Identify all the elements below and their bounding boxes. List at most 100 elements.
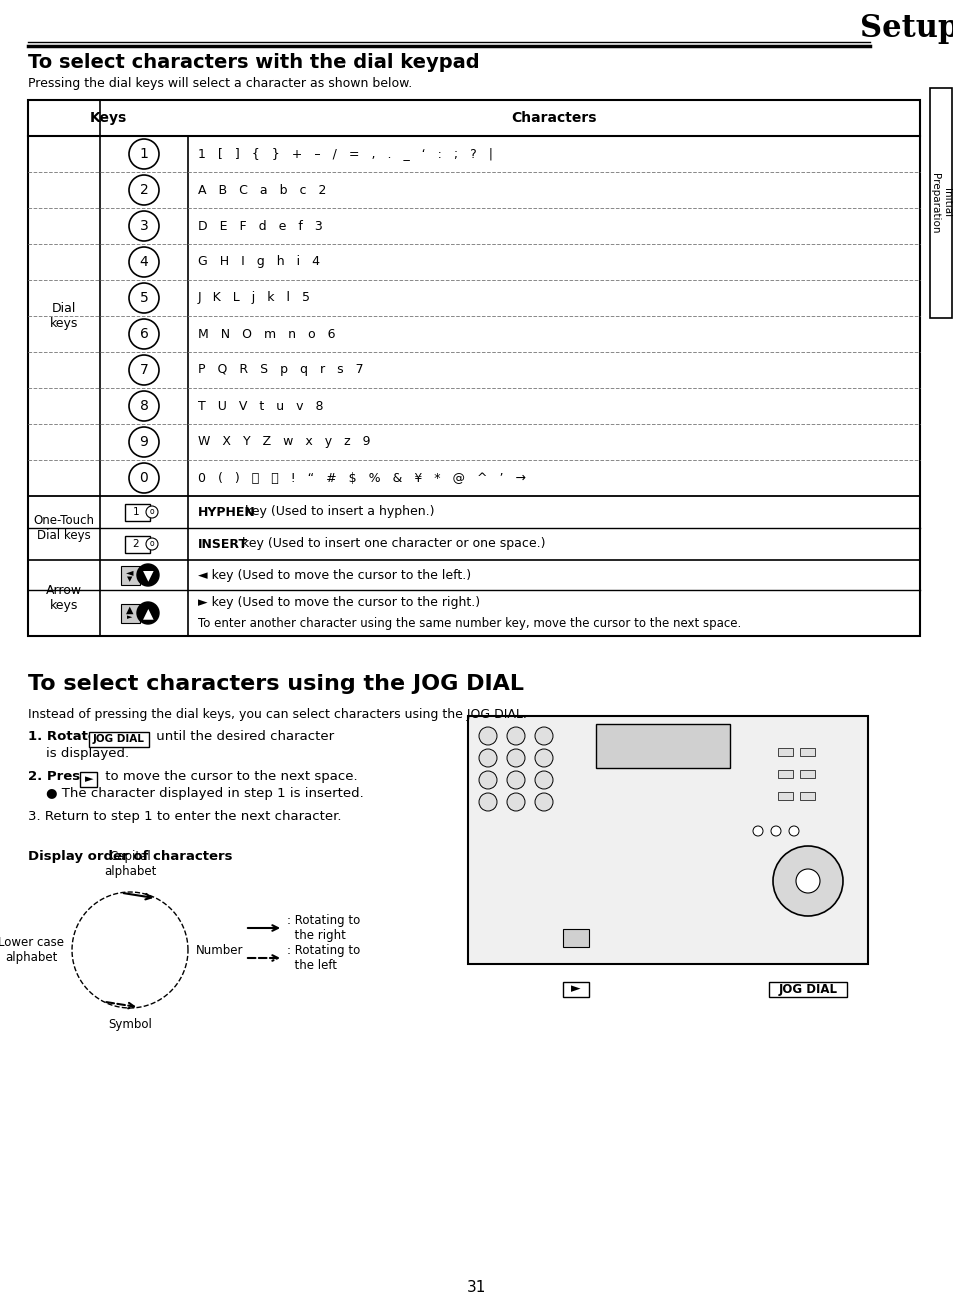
FancyBboxPatch shape bbox=[468, 717, 867, 964]
Circle shape bbox=[478, 727, 497, 745]
Text: ►: ► bbox=[127, 614, 132, 620]
Text: Capital
alphabet: Capital alphabet bbox=[104, 850, 156, 878]
Text: 0: 0 bbox=[139, 472, 149, 485]
Text: G   H   I   g   h   i   4: G H I g h i 4 bbox=[198, 255, 319, 269]
Text: 1   [   ]   {   }   +   –   /   =   ,   .   _   ‘   :   ;   ?   |: 1 [ ] { } + – / = , . _ ‘ : ; ? | bbox=[198, 148, 493, 161]
Circle shape bbox=[129, 176, 159, 204]
FancyBboxPatch shape bbox=[126, 503, 151, 520]
Text: Arrow
keys: Arrow keys bbox=[46, 584, 82, 612]
Bar bbox=[800, 748, 814, 756]
Text: key (Used to insert a hyphen.): key (Used to insert a hyphen.) bbox=[241, 506, 434, 519]
Circle shape bbox=[506, 727, 524, 745]
FancyBboxPatch shape bbox=[121, 566, 140, 584]
Circle shape bbox=[535, 727, 553, 745]
Text: W   X   Y   Z   w   x   y   z   9: W X Y Z w x y z 9 bbox=[198, 435, 370, 448]
Circle shape bbox=[795, 869, 820, 893]
Text: : Rotating to
  the right: : Rotating to the right bbox=[287, 914, 360, 942]
Text: ◄: ◄ bbox=[126, 567, 133, 576]
Text: To select characters using the JOG DIAL: To select characters using the JOG DIAL bbox=[28, 675, 523, 694]
FancyBboxPatch shape bbox=[89, 732, 149, 747]
FancyBboxPatch shape bbox=[80, 772, 97, 786]
Bar bbox=[778, 793, 792, 800]
Text: 7: 7 bbox=[139, 363, 149, 377]
Bar bbox=[778, 770, 792, 778]
Text: 6: 6 bbox=[139, 328, 149, 341]
Text: Initial
Preparation: Initial Preparation bbox=[929, 173, 951, 233]
Text: until the desired character: until the desired character bbox=[152, 730, 334, 743]
Circle shape bbox=[129, 283, 159, 313]
Text: Instead of pressing the dial keys, you can select characters using the JOG DIAL.: Instead of pressing the dial keys, you c… bbox=[28, 707, 526, 721]
Text: 3. Return to step 1 to enter the next character.: 3. Return to step 1 to enter the next ch… bbox=[28, 810, 341, 823]
Text: JOG DIAL: JOG DIAL bbox=[778, 982, 837, 996]
Text: 1. Rotate: 1. Rotate bbox=[28, 730, 101, 743]
Text: J   K   L   j   k   l   5: J K L j k l 5 bbox=[198, 292, 311, 304]
Circle shape bbox=[788, 827, 799, 836]
Text: Keys: Keys bbox=[90, 111, 127, 124]
Circle shape bbox=[129, 248, 159, 276]
Text: INSERT: INSERT bbox=[198, 537, 248, 550]
Text: A   B   C   a   b   c   2: A B C a b c 2 bbox=[198, 183, 326, 196]
Text: To enter another character using the same number key, move the cursor to the nex: To enter another character using the sam… bbox=[198, 617, 740, 630]
Circle shape bbox=[129, 462, 159, 493]
Circle shape bbox=[129, 355, 159, 385]
Text: Pressing the dial keys will select a character as shown below.: Pressing the dial keys will select a cha… bbox=[28, 77, 412, 90]
Text: One-Touch
Dial keys: One-Touch Dial keys bbox=[33, 514, 94, 542]
FancyBboxPatch shape bbox=[596, 724, 729, 768]
Text: P   Q   R   S   p   q   r   s   7: P Q R S p q r s 7 bbox=[198, 363, 363, 376]
FancyBboxPatch shape bbox=[121, 604, 140, 622]
Circle shape bbox=[506, 772, 524, 789]
Circle shape bbox=[478, 772, 497, 789]
FancyBboxPatch shape bbox=[126, 536, 151, 553]
Circle shape bbox=[129, 139, 159, 169]
Text: JOG DIAL: JOG DIAL bbox=[93, 735, 145, 744]
Circle shape bbox=[129, 320, 159, 348]
Text: To select characters with the dial keypad: To select characters with the dial keypa… bbox=[28, 52, 479, 72]
Text: ▲: ▲ bbox=[143, 607, 153, 620]
Circle shape bbox=[129, 211, 159, 241]
Circle shape bbox=[770, 827, 781, 836]
Text: is displayed.: is displayed. bbox=[46, 747, 129, 760]
Text: to move the cursor to the next space.: to move the cursor to the next space. bbox=[101, 770, 357, 783]
Text: o: o bbox=[150, 507, 154, 516]
Circle shape bbox=[535, 749, 553, 766]
Text: 3: 3 bbox=[139, 219, 149, 233]
Circle shape bbox=[146, 506, 158, 517]
Text: Symbol: Symbol bbox=[108, 1018, 152, 1031]
Text: 1: 1 bbox=[139, 147, 149, 161]
Text: 31: 31 bbox=[467, 1280, 486, 1296]
Text: ► key (Used to move the cursor to the right.): ► key (Used to move the cursor to the ri… bbox=[198, 596, 479, 609]
Text: 4: 4 bbox=[139, 255, 149, 269]
Text: 5: 5 bbox=[139, 291, 149, 305]
Text: : Rotating to
  the left: : Rotating to the left bbox=[287, 945, 360, 972]
Circle shape bbox=[772, 846, 842, 916]
Text: Dial
keys: Dial keys bbox=[50, 303, 78, 330]
Text: Lower case
alphabet: Lower case alphabet bbox=[0, 937, 64, 964]
Text: ►: ► bbox=[85, 774, 93, 783]
Bar bbox=[800, 770, 814, 778]
Circle shape bbox=[137, 603, 159, 624]
Text: 8: 8 bbox=[139, 400, 149, 413]
Text: ►: ► bbox=[571, 982, 580, 996]
Circle shape bbox=[478, 749, 497, 766]
Text: D   E   F   d   e   f   3: D E F d e f 3 bbox=[198, 220, 322, 232]
Text: ◄ key (Used to move the cursor to the left.): ◄ key (Used to move the cursor to the le… bbox=[198, 569, 471, 582]
Text: Characters: Characters bbox=[511, 111, 597, 124]
Circle shape bbox=[146, 538, 158, 550]
Circle shape bbox=[129, 427, 159, 457]
Text: 0   (   )   〈   〉   !   “   #   $   %   &   ¥   *   @   ^   ’   →: 0 ( ) 〈 〉 ! “ # $ % & ¥ * @ ^ ’ → bbox=[198, 472, 525, 485]
Text: ▼: ▼ bbox=[143, 569, 153, 582]
Circle shape bbox=[535, 772, 553, 789]
Text: 2: 2 bbox=[132, 538, 139, 549]
Text: ▼: ▼ bbox=[127, 576, 132, 582]
Circle shape bbox=[478, 793, 497, 811]
Circle shape bbox=[129, 390, 159, 421]
Bar bbox=[778, 748, 792, 756]
Circle shape bbox=[535, 793, 553, 811]
Text: HYPHEN: HYPHEN bbox=[198, 506, 255, 519]
Text: 1: 1 bbox=[132, 507, 139, 517]
Bar bbox=[929, 88, 951, 318]
Circle shape bbox=[506, 749, 524, 766]
Text: 9: 9 bbox=[139, 435, 149, 449]
Text: o: o bbox=[150, 540, 154, 549]
Text: M   N   O   m   n   o   6: M N O m n o 6 bbox=[198, 328, 335, 341]
